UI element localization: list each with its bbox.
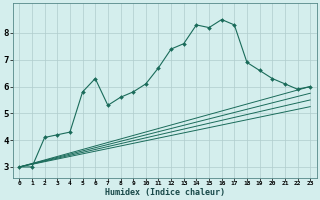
- X-axis label: Humidex (Indice chaleur): Humidex (Indice chaleur): [105, 188, 225, 197]
